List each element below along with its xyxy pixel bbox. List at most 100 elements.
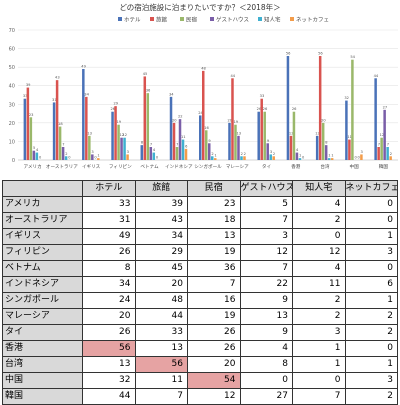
bar-11-5 xyxy=(360,154,363,160)
bar-value-label-8-0: 26 xyxy=(257,107,262,111)
value-cell: 36 xyxy=(187,260,241,277)
bar-9-1 xyxy=(289,135,293,160)
bar-value-label-2-3: 3 xyxy=(91,150,93,154)
value-cell: 0 xyxy=(344,340,398,357)
value-cell: 11 xyxy=(292,276,346,293)
value-cell: 32 xyxy=(82,372,136,389)
chart-svg: どの宿泊施設に泊まりたいですか？＜2018年＞ ホテル 旅館 民宿 ゲストハウス 知人宅… xyxy=(9,2,398,170)
table-row: マレーシア 20 44 19 13 2 2 xyxy=(2,308,398,325)
y-tick-label-4: 40 xyxy=(9,84,15,90)
bar-value-label-11-5: 3 xyxy=(361,150,363,154)
bar-value-label-6-5: 1 xyxy=(214,154,216,158)
bar-2-5 xyxy=(97,158,100,160)
bar-value-label-10-1: 56 xyxy=(318,52,323,56)
value-cell: 48 xyxy=(134,292,188,309)
value-cell: 11 xyxy=(134,372,188,389)
bar-7-5 xyxy=(243,156,246,160)
bar-value-label-9-4: 1 xyxy=(299,154,301,158)
bar-value-label-2-1: 34 xyxy=(84,92,89,96)
value-cell: 13 xyxy=(82,356,136,373)
bar-value-label-12-0: 44 xyxy=(374,74,379,78)
bar-value-label-6-3: 9 xyxy=(208,139,211,143)
country-cell: マレーシア xyxy=(2,308,83,325)
bar-10-5 xyxy=(330,158,334,160)
value-cell: 3 xyxy=(344,244,398,261)
bar-6-1 xyxy=(202,70,205,160)
highlighted-value-cell: 56 xyxy=(82,340,136,357)
value-cell: 44 xyxy=(82,388,136,405)
bar-value-label-2-5: 1 xyxy=(97,154,99,158)
value-cell: 7 xyxy=(134,388,188,405)
bar-0-0 xyxy=(23,98,27,160)
y-tick-label-1: 10 xyxy=(9,139,15,145)
table-row: オーストラリア 31 43 18 7 2 0 xyxy=(2,212,398,229)
value-cell: 4 xyxy=(239,340,293,357)
bar-value-label-1-0: 31 xyxy=(52,98,57,102)
value-cell: 13 xyxy=(134,340,188,357)
bar-0-2 xyxy=(29,117,33,160)
bar-12-2 xyxy=(380,137,383,160)
value-cell: 4 xyxy=(292,260,346,277)
bar-6-2 xyxy=(205,130,208,160)
bar-0-3 xyxy=(32,150,36,160)
bar-value-label-4-1: 45 xyxy=(143,72,148,76)
country-cell: 台湾 xyxy=(2,356,83,373)
bar-3-3 xyxy=(120,137,123,160)
legend-label-1: 旅館 xyxy=(156,16,168,24)
value-cell: 44 xyxy=(134,308,188,325)
value-cell: 45 xyxy=(134,260,188,277)
value-cell: 0 xyxy=(292,228,346,245)
bar-value-label-9-2: 26 xyxy=(292,107,297,111)
table-row: インドネシア 34 20 7 22 11 6 xyxy=(2,276,398,293)
bar-6-0 xyxy=(199,115,202,160)
bar-value-label-0-4: 4 xyxy=(36,148,39,152)
country-cell: タイ xyxy=(2,324,83,341)
value-cell: 24 xyxy=(82,292,136,309)
bar-value-label-11-3: 0 xyxy=(355,156,358,160)
value-cell: 4 xyxy=(292,196,346,213)
value-cell: 12 xyxy=(292,244,346,261)
legend-label-2: 民宿 xyxy=(186,16,198,24)
x-tick-label-11: 中国 xyxy=(350,163,360,170)
bar-8-2 xyxy=(263,111,266,160)
bar-value-label-6-1: 48 xyxy=(201,66,206,70)
bar-4-4 xyxy=(152,152,156,160)
legend-swatch-3 xyxy=(210,17,214,21)
bar-8-5 xyxy=(272,156,275,160)
bar-value-label-10-2: 20 xyxy=(321,118,326,122)
bar-value-label-10-5: 1 xyxy=(331,154,333,158)
bar-6-5 xyxy=(214,158,217,160)
value-cell: 7 xyxy=(239,212,293,229)
chart-title: どの宿泊施設に泊まりたいですか？＜2018年＞ xyxy=(119,2,280,12)
value-cell: 2 xyxy=(292,308,346,325)
bar-value-label-10-3: 8 xyxy=(325,141,328,145)
bar-12-5 xyxy=(389,156,392,160)
bar-value-label-9-1: 13 xyxy=(289,131,294,135)
legend-swatch-5 xyxy=(290,17,294,21)
bar-8-1 xyxy=(260,98,263,160)
bar-9-0 xyxy=(286,56,290,160)
chart-legend: ホテル 旅館 民宿 ゲストハウス 知人宅 ネットカフェ xyxy=(118,16,329,24)
country-cell: フィリピン xyxy=(2,244,83,261)
bar-value-label-11-4: 0 xyxy=(358,156,361,160)
country-cell: シンガポール xyxy=(2,292,83,309)
value-cell: 16 xyxy=(187,292,241,309)
legend-label-3: ゲストハウス xyxy=(216,16,249,24)
bar-6-4 xyxy=(211,156,214,160)
bar-10-1 xyxy=(318,56,322,160)
y-tick-label-6: 60 xyxy=(9,47,15,53)
value-cell: 34 xyxy=(134,228,188,245)
bar-value-label-6-0: 24 xyxy=(198,111,203,115)
table-header-row: ホテル 旅館 民宿 ゲストハウス 知人宅 ネットカフェ xyxy=(2,180,398,197)
bar-12-1 xyxy=(377,147,380,160)
value-cell: 1 xyxy=(292,356,346,373)
bar-value-label-7-3: 13 xyxy=(236,131,241,135)
value-cell: 29 xyxy=(134,244,188,261)
value-cell: 0 xyxy=(344,196,398,213)
bar-11-1 xyxy=(348,139,351,160)
bar-9-2 xyxy=(292,111,296,160)
bar-9-4 xyxy=(298,158,302,160)
bar-value-label-2-4: 0 xyxy=(94,156,97,160)
country-cell: 香港 xyxy=(2,340,83,357)
